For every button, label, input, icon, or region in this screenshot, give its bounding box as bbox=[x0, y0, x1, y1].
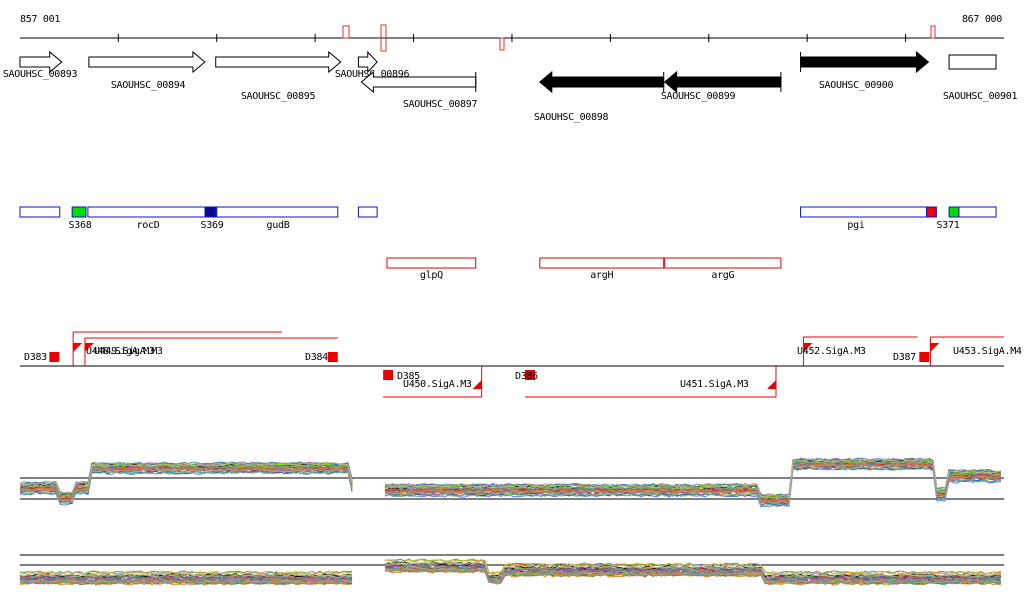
red-feature-label: glpQ bbox=[420, 270, 443, 281]
expression-profile-lower bbox=[19, 580, 353, 585]
expression-profile-upper bbox=[19, 470, 353, 505]
signal-flag bbox=[803, 343, 813, 352]
expression-profile-lower bbox=[384, 560, 1002, 578]
feature-box bbox=[800, 206, 928, 218]
red-feature-track: glpQ argH argG bbox=[386, 257, 782, 281]
gene-arrow bbox=[360, 70, 477, 94]
gene-arrow bbox=[19, 50, 63, 74]
signal-label: U448.SigA.M3 bbox=[86, 346, 155, 357]
gene-arrow bbox=[215, 50, 342, 74]
signal-marker bbox=[919, 352, 930, 362]
feature-track: S368 rocD S369 gudB pgi S371 bbox=[19, 206, 997, 231]
expression-profile-upper bbox=[384, 466, 1002, 508]
expression-profile-upper bbox=[384, 464, 1002, 505]
axis-start-label: 857 001 bbox=[20, 14, 60, 25]
expression-profile-lower bbox=[385, 569, 1002, 585]
feature-box bbox=[948, 206, 960, 218]
feature-box bbox=[958, 206, 997, 218]
coordinate-axis bbox=[20, 24, 1004, 52]
expression-profile-upper bbox=[19, 461, 353, 495]
signal-marker bbox=[49, 352, 60, 362]
feature-label: S371 bbox=[937, 220, 960, 231]
feature-box bbox=[87, 206, 218, 218]
gene-label: SAOUHSC_00899 bbox=[661, 91, 736, 102]
signal-flag bbox=[73, 343, 83, 352]
gene-label: SAOUHSC_00901 bbox=[943, 91, 1018, 102]
feature-label: pgi bbox=[847, 220, 864, 231]
signal-flag bbox=[766, 380, 776, 389]
signal-label: D386 bbox=[515, 371, 538, 382]
signal-flag bbox=[84, 343, 94, 352]
signal-marker bbox=[383, 370, 394, 380]
signal-label: U453.SigA.M4 bbox=[953, 346, 1022, 357]
gene-track: SAOUHSC_00893 SAOUHSC_00894 SAOUHSC_00895 S… bbox=[3, 50, 1018, 123]
gene-arrow bbox=[357, 50, 378, 74]
signal-label: D384 bbox=[305, 352, 328, 363]
signal-label: U451.SigA.M3 bbox=[680, 379, 749, 390]
expression-panel-upper bbox=[19, 457, 1004, 508]
gene-label: SAOUHSC_00897 bbox=[403, 99, 478, 110]
feature-label: S368 bbox=[69, 220, 92, 231]
feature-box bbox=[204, 206, 217, 218]
feature-label: rocD bbox=[137, 220, 160, 231]
axis-marker bbox=[499, 37, 505, 51]
expression-profile-lower bbox=[384, 566, 1001, 583]
axis-end-label: 867 000 bbox=[962, 14, 1002, 25]
signal-marker bbox=[327, 352, 338, 362]
feature-box bbox=[19, 206, 61, 218]
signal-label: U449.SigA.M3 bbox=[94, 346, 163, 357]
gene-label: SAOUHSC_00898 bbox=[534, 112, 609, 123]
gene-arrow bbox=[539, 70, 665, 94]
signal-label: U452.SigA.M3 bbox=[797, 346, 866, 357]
expression-profile-lower bbox=[19, 578, 353, 583]
signal-label: U450.SigA.M3 bbox=[403, 379, 472, 390]
signal-label: D385 bbox=[397, 371, 420, 382]
axis-marker bbox=[342, 25, 350, 39]
signal-label: D383 bbox=[24, 352, 47, 363]
red-feature-box bbox=[664, 257, 782, 269]
expression-profile-upper bbox=[19, 467, 353, 502]
gene-label: SAOUHSC_00893 bbox=[3, 69, 78, 80]
signal-marker bbox=[525, 370, 536, 380]
gene-label: SAOUHSC_00900 bbox=[819, 80, 894, 91]
feature-label: S369 bbox=[201, 220, 224, 231]
signal-flag bbox=[930, 343, 940, 352]
feature-box bbox=[216, 206, 339, 218]
signal-label: D387 bbox=[893, 352, 916, 363]
expression-profile-upper bbox=[384, 458, 1002, 498]
gene-arrow bbox=[800, 50, 930, 74]
expression-profile-lower bbox=[19, 572, 353, 577]
red-feature-box bbox=[539, 257, 665, 269]
expression-profile-upper bbox=[19, 464, 353, 497]
expression-profile-upper bbox=[384, 460, 1002, 500]
feature-box bbox=[357, 206, 378, 218]
feature-box bbox=[71, 206, 87, 218]
gene-arrow bbox=[88, 50, 206, 74]
red-feature-box bbox=[386, 257, 477, 269]
axis-marker bbox=[930, 25, 936, 39]
gene-arrow bbox=[663, 70, 782, 94]
expression-profile-lower bbox=[19, 576, 353, 581]
axis-marker bbox=[380, 24, 387, 52]
feature-label: gudB bbox=[267, 220, 290, 231]
gene-arrow bbox=[948, 54, 997, 70]
red-feature-label: argG bbox=[711, 270, 734, 281]
expression-panel-lower bbox=[19, 554, 1004, 586]
red-feature-label: argH bbox=[590, 270, 613, 281]
feature-box bbox=[926, 206, 937, 218]
gene-label: SAOUHSC_00894 bbox=[111, 80, 186, 91]
gene-label: SAOUHSC_00895 bbox=[241, 91, 316, 102]
signal-flag bbox=[472, 380, 482, 389]
